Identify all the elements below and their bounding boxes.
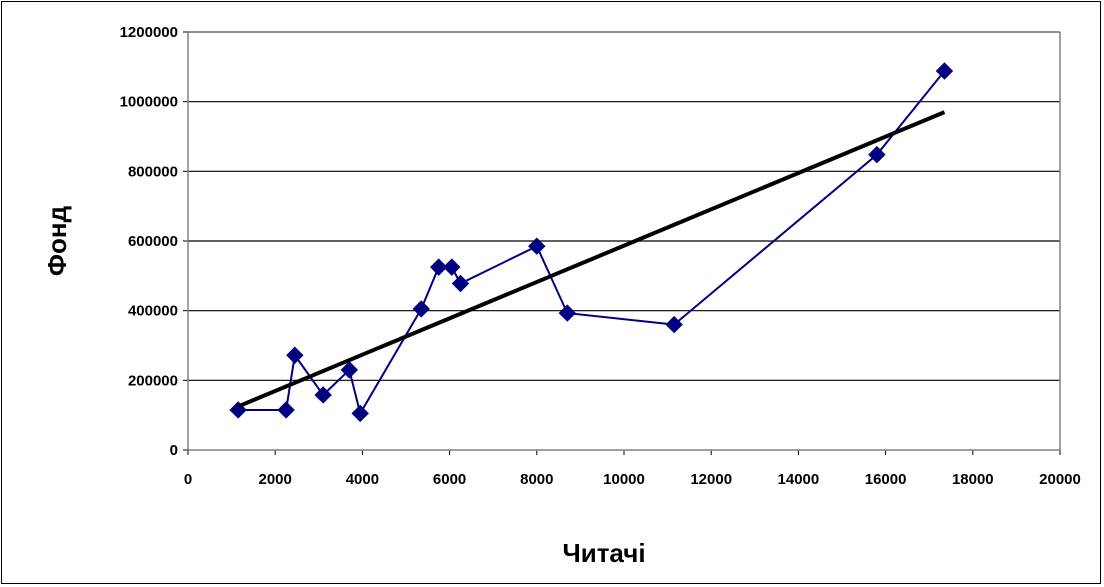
- data-point: [443, 258, 461, 276]
- x-tick-label: 4000: [346, 471, 379, 488]
- data-point: [277, 401, 295, 419]
- x-tick-label: 18000: [952, 471, 994, 488]
- trendline: [237, 110, 946, 409]
- data-point: [286, 346, 304, 364]
- data-point: [558, 304, 577, 322]
- y-tick-label: 1000000: [120, 94, 178, 111]
- x-tick-label: 2000: [259, 471, 292, 488]
- x-tick-label: 8000: [520, 471, 553, 488]
- x-tick-label: 16000: [865, 471, 907, 488]
- series: [229, 62, 954, 423]
- data-point: [314, 386, 332, 404]
- x-tick-label: 14000: [778, 471, 820, 488]
- data-point: [451, 274, 470, 293]
- y-tick-label: 0: [170, 442, 178, 459]
- axes: [183, 31, 1061, 455]
- y-tick-label: 200000: [128, 372, 178, 389]
- y-tick-label: 800000: [128, 163, 178, 180]
- data-point: [351, 404, 369, 423]
- data-point: [935, 62, 954, 80]
- y-tick-label: 400000: [128, 303, 178, 320]
- data-point: [528, 237, 546, 255]
- y-tick-label: 600000: [128, 233, 178, 250]
- x-tick-label: 12000: [690, 471, 732, 488]
- x-tick-label: 0: [184, 471, 192, 488]
- y-axis-title: Фонд: [42, 205, 72, 276]
- data-point: [665, 315, 683, 334]
- x-tick-label: 6000: [433, 471, 466, 488]
- x-tick-labels: 0 2000 4000 6000 8000 10000 12000 14000 16000 180…: [184, 471, 1081, 488]
- x-axis-title: Читачі: [562, 538, 645, 568]
- x-tick-label: 10000: [603, 471, 645, 488]
- data-point: [340, 361, 359, 379]
- y-tick-labels: 0 200000 400000 600000 800000 1000000 1200000: [120, 24, 178, 459]
- gridlines: [188, 31, 1060, 381]
- data-point: [412, 300, 430, 318]
- y-tick-label: 1200000: [120, 24, 178, 41]
- x-tick-label: 20000: [1039, 471, 1081, 488]
- data-point: [429, 258, 448, 276]
- data-point: [868, 145, 886, 164]
